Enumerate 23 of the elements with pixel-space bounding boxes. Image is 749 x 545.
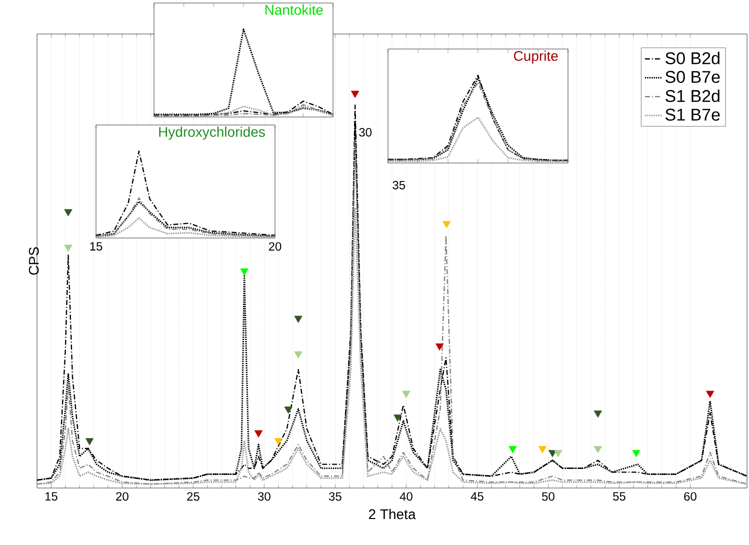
y-axis-title: CPS (28, 247, 39, 275)
legend-label: S1 B2d (666, 90, 720, 102)
x-tick-label: 40 (400, 492, 412, 501)
x-tick-label: 60 (684, 492, 696, 501)
x-axis-title: 2 Theta (368, 508, 416, 520)
x-tick-label: 50 (542, 492, 554, 501)
x-tick-label: 20 (268, 242, 282, 251)
x-tick-label: 35 (328, 492, 342, 501)
annotation: 35 (392, 180, 406, 190)
x-tick-label: 45 (470, 492, 484, 501)
x-tick-label: 55 (613, 492, 626, 501)
x-tick-label: 15 (45, 492, 58, 501)
legend-label: S0 B2d (666, 52, 720, 64)
annotation: 30 (359, 128, 372, 137)
chart-title: Hydroxychlorides (159, 126, 265, 140)
legend-label: S1 B7e (666, 108, 720, 121)
chart-title: Cuprite (514, 50, 558, 64)
x-tick-label: 30 (258, 492, 270, 501)
chart-title: Nantokite (265, 4, 323, 15)
x-tick-label: 25 (187, 492, 200, 501)
x-tick-label: 15 (90, 242, 102, 251)
x-tick-label: 20 (116, 492, 128, 501)
legend-label: S0 B7e (666, 70, 720, 83)
